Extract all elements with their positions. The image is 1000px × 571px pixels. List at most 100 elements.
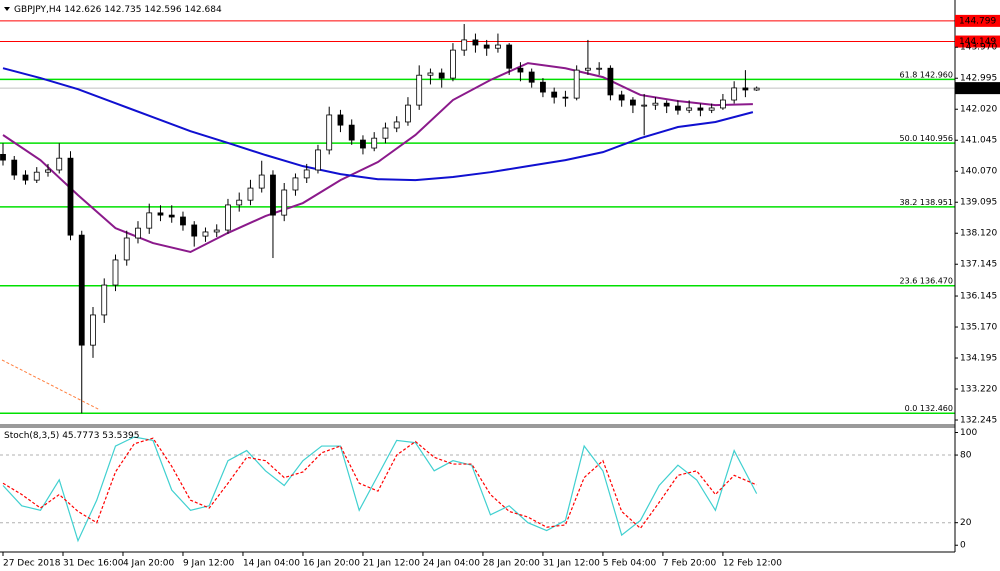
candle-body — [450, 49, 456, 79]
candle-body — [753, 87, 760, 91]
y-tick-label: 142.995 — [960, 74, 997, 84]
candle-body — [652, 102, 659, 106]
candle-body — [472, 39, 479, 46]
y-tick-label: 80 — [960, 451, 972, 461]
candle-body — [720, 99, 726, 109]
candle-body — [135, 227, 141, 239]
candle-body — [315, 149, 321, 171]
menu-arrow — [4, 7, 10, 11]
x-tick-label: 31 Jan 12:00 — [543, 559, 600, 569]
candle-body — [0, 153, 6, 161]
candle-body — [405, 104, 411, 123]
candle-body — [22, 174, 29, 181]
candle-body — [303, 169, 310, 179]
candle-body — [630, 99, 636, 106]
y-tick-label: 135.170 — [960, 323, 997, 333]
fib-price: 132.460 — [920, 404, 953, 413]
candle-body — [292, 177, 299, 191]
candle-body — [663, 102, 670, 107]
candle-body — [596, 67, 603, 70]
fib-label: 38.2 138.951 — [900, 197, 953, 206]
close: 142.684 — [184, 5, 221, 15]
candle-body — [528, 71, 535, 83]
x-tick-label: 31 Dec 16:00 — [63, 559, 124, 569]
candle-body — [416, 74, 423, 106]
x-tick-label: 9 Jan 12:00 — [183, 559, 235, 569]
x-tick-label: 28 Jan 20:00 — [483, 559, 540, 569]
moving-average — [2, 67, 754, 182]
candle-body — [202, 231, 209, 237]
high: 142.735 — [104, 5, 141, 15]
candle-body — [708, 107, 715, 111]
candle-body — [585, 67, 591, 71]
x-tick-label: 24 Jan 04:00 — [423, 559, 480, 569]
candle-body — [540, 81, 546, 93]
fib-label: 61.8 142.960 — [900, 70, 953, 79]
y-tick-label: 140.070 — [960, 167, 997, 177]
candle-body — [360, 139, 366, 149]
fib-level: 61.8 — [900, 70, 918, 79]
stoch-signal: 53.5395 — [102, 431, 139, 441]
candle-body — [180, 216, 186, 226]
stoch-header: Stoch(8,3,5) 45.7773 53.5395 — [4, 431, 140, 441]
candle-body — [67, 157, 74, 236]
candle-body — [326, 114, 333, 151]
moving-average — [2, 62, 753, 254]
fib-level: 50.0 — [900, 134, 918, 143]
x-tick-label: 16 Jan 20:00 — [303, 559, 360, 569]
x-tick-label: 21 Jan 12:00 — [363, 559, 420, 569]
y-tick-label: 20 — [960, 518, 972, 528]
candle-body — [641, 104, 648, 107]
price-label: 144.149 — [959, 37, 996, 47]
candle-body — [191, 224, 198, 237]
fib-level: 0.0 — [905, 404, 918, 413]
candle-body — [112, 259, 119, 286]
y-tick-label: 132.245 — [960, 416, 997, 426]
candle-body — [618, 94, 625, 101]
candle-body — [33, 171, 40, 181]
candle-body — [551, 91, 558, 98]
candle-body — [427, 72, 434, 76]
candle-body — [675, 105, 681, 111]
fib-label: 50.0 140.956 — [900, 134, 953, 143]
stoch-line — [2, 437, 757, 530]
y-tick-label: 143.970 — [960, 43, 997, 53]
candle-body — [281, 189, 288, 216]
candle-body — [78, 234, 85, 346]
fib-level: 23.6 — [900, 276, 918, 285]
last-price-label: 142.684 — [959, 84, 996, 94]
y-tick-label: 0 — [960, 541, 966, 551]
price-label: 144.799 — [959, 16, 996, 26]
candle-body — [731, 87, 738, 101]
candle-body — [697, 107, 704, 111]
candle-body — [225, 204, 231, 231]
plot-layer: 61.8 142.960 50.0 140.956 38.2 138.951 23.6… — [0, 20, 955, 543]
open: 142.626 — [64, 5, 101, 15]
x-tick-label: 27 Dec 2018 — [3, 559, 61, 569]
candle-body — [247, 187, 254, 201]
candle-body — [90, 314, 96, 346]
candle-body — [393, 121, 400, 129]
candle-body — [157, 212, 164, 216]
y-tick-label: 141.045 — [960, 136, 997, 146]
candle-body — [123, 237, 130, 261]
fib-price: 142.960 — [920, 70, 953, 79]
candle-body — [438, 72, 445, 79]
last-price-box — [955, 82, 1000, 95]
low: 142.596 — [144, 5, 181, 15]
candle-body — [348, 124, 355, 141]
symbol-header: GBPJPY,H4 142.626 142.735 142.596 142.68… — [14, 5, 222, 15]
candle-body — [686, 107, 693, 111]
candle-body — [101, 284, 108, 316]
candle-body — [562, 96, 569, 99]
symbol: GBPJPY,H4 — [14, 5, 62, 15]
y-tick-label: 133.220 — [960, 385, 997, 395]
candle-body — [11, 159, 18, 176]
candle-body — [270, 174, 276, 216]
candle-body — [506, 44, 513, 69]
candle-body — [573, 69, 580, 99]
y-tick-label: 138.120 — [960, 229, 997, 239]
candle-body — [146, 212, 153, 229]
y-tick-label: 136.145 — [960, 292, 997, 302]
